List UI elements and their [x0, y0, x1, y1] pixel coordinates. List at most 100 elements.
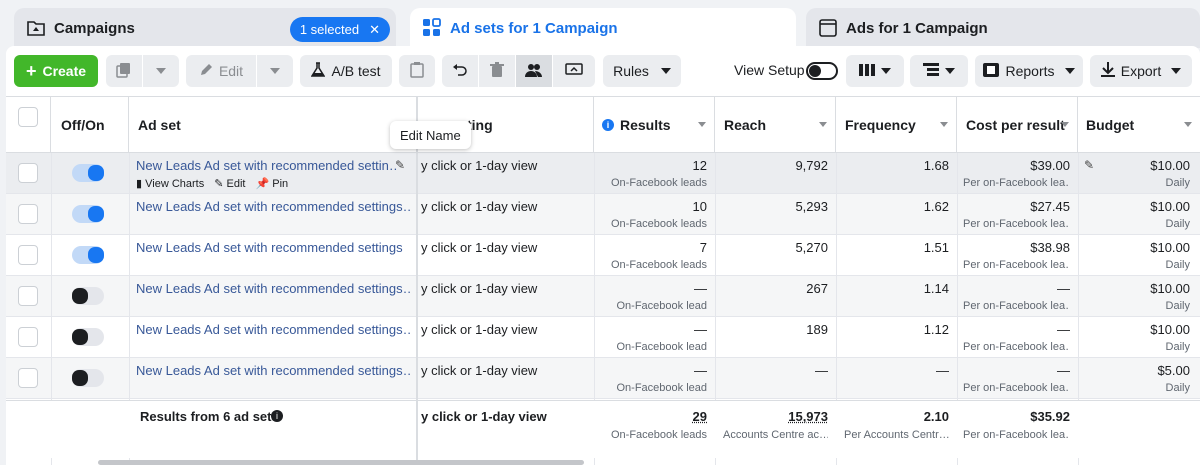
edit-link[interactable]: ✎ Edit — [214, 177, 245, 190]
select-all-checkbox[interactable] — [18, 107, 38, 127]
row-checkbox[interactable] — [18, 368, 38, 388]
adsets-panel: + Create Edit A/B test — [6, 46, 1200, 465]
close-icon[interactable]: ✕ — [369, 21, 380, 37]
table-row[interactable]: New Leads Ad set with recommended settin… — [6, 276, 1200, 317]
row-toggle[interactable] — [72, 287, 104, 305]
adset-name-link[interactable]: New Leads Ad set with recommended settin… — [136, 199, 411, 214]
adset-name-link[interactable]: New Leads Ad set with recommended settin… — [136, 158, 398, 173]
reports-button[interactable]: Reports — [975, 55, 1083, 87]
budget-sub: Daily — [1165, 177, 1190, 189]
adset-name-link[interactable]: New Leads Ad set with recommended settin… — [136, 363, 411, 378]
grid-icon — [422, 18, 442, 38]
column-attribution[interactable]: ting — [419, 97, 594, 153]
rules-label: Rules — [613, 63, 649, 79]
duplicate-dropdown[interactable] — [143, 55, 179, 87]
row-toggle[interactable] — [72, 205, 104, 223]
breakdown-button[interactable] — [910, 55, 968, 87]
budget-sub: Daily — [1165, 259, 1190, 271]
results-value: — — [694, 281, 707, 296]
row-checkbox[interactable] — [18, 327, 38, 347]
rules-button[interactable]: Rules — [603, 55, 681, 87]
view-setup-toggle[interactable] — [806, 62, 838, 80]
clipboard-button[interactable] — [399, 55, 435, 87]
pin-link[interactable]: 📌 Pin — [255, 177, 288, 190]
adset-name-link[interactable]: New Leads Ad set with recommended settin… — [136, 240, 403, 255]
ad-window-icon — [818, 18, 838, 38]
column-budget[interactable]: Budget — [1078, 97, 1200, 153]
export-button[interactable]: Export — [1090, 55, 1192, 87]
column-results[interactable]: i Results — [594, 97, 715, 153]
columns-button[interactable] — [846, 55, 904, 87]
adset-name-link[interactable]: New Leads Ad set with recommended settin… — [136, 281, 411, 296]
row-toggle[interactable] — [72, 328, 104, 346]
horizontal-scrollbar[interactable] — [98, 460, 584, 465]
edit-button[interactable]: Edit — [186, 55, 256, 87]
row-checkbox[interactable] — [18, 163, 38, 183]
column-divider — [836, 153, 837, 465]
table-row[interactable]: New Leads Ad set with recommended settin… — [6, 194, 1200, 235]
results-value: 7 — [699, 240, 707, 255]
row-toggle[interactable] — [72, 246, 104, 264]
column-adset[interactable]: Ad set — [129, 97, 419, 153]
reach-value: 189 — [806, 322, 828, 337]
preview-button[interactable] — [553, 55, 595, 87]
columns-icon — [859, 63, 875, 80]
clipboard-icon — [410, 61, 424, 81]
row-checkbox[interactable] — [18, 204, 38, 224]
bar-chart-icon: ▮ — [136, 178, 143, 190]
budget-value: $10.00 — [1150, 199, 1190, 214]
edit-budget-icon[interactable]: ✎ — [1084, 158, 1095, 172]
reach-value: 5,293 — [795, 199, 828, 214]
column-divider — [129, 153, 130, 465]
reach-value: 9,792 — [795, 158, 828, 173]
tab-ads[interactable]: Ads for 1 Campaign — [806, 8, 1200, 48]
adset-name-link[interactable]: New Leads Ad set with recommended settin… — [136, 322, 411, 337]
selected-badge-label: 1 selected — [299, 22, 360, 37]
column-budget-label: Budget — [1086, 117, 1135, 133]
column-reach[interactable]: Reach — [715, 97, 836, 153]
budget-sub: Daily — [1165, 218, 1190, 230]
table-row[interactable]: New Leads Ad set with recommended settin… — [6, 235, 1200, 276]
row-actions: ▮ View Charts ✎ Edit 📌 Pin — [136, 177, 288, 190]
column-divider — [1078, 153, 1079, 465]
budget-value: $5.00 — [1157, 363, 1190, 378]
column-divider — [51, 153, 52, 465]
tab-adsets[interactable]: Ad sets for 1 Campaign — [410, 8, 796, 48]
column-offon[interactable]: Off/On — [51, 97, 129, 153]
table-row[interactable]: New Leads Ad set with recommended settin… — [6, 153, 1200, 194]
column-results-label: Results — [620, 117, 671, 133]
budget-value: $10.00 — [1150, 281, 1190, 296]
table-row[interactable]: New Leads Ad set with recommended settin… — [6, 317, 1200, 358]
budget-sub: Daily — [1165, 300, 1190, 312]
row-checkbox[interactable] — [18, 286, 38, 306]
audience-button[interactable] — [516, 55, 552, 87]
chevron-down-icon — [945, 68, 955, 74]
toggle-knob — [72, 370, 88, 386]
row-toggle[interactable] — [72, 369, 104, 387]
undo-button[interactable] — [442, 55, 478, 87]
delete-button[interactable] — [479, 55, 515, 87]
ab-test-button[interactable]: A/B test — [300, 55, 392, 87]
ab-test-label: A/B test — [331, 63, 381, 79]
row-checkbox[interactable] — [18, 245, 38, 265]
table-row[interactable]: New Leads Ad set with recommended settin… — [6, 358, 1200, 399]
create-button-label: Create — [42, 63, 87, 79]
column-frequency[interactable]: Frequency — [836, 97, 957, 153]
sort-icon — [698, 122, 706, 127]
totals-results-sub: On-Facebook leads — [611, 429, 707, 441]
totals-row: Results from 6 ad sets i y click or 1-da… — [6, 400, 1200, 458]
chevron-down-icon — [1064, 68, 1075, 74]
reach-value: — — [815, 363, 828, 378]
column-cost[interactable]: Cost per result — [957, 97, 1078, 153]
edit-link-label: Edit — [226, 178, 246, 190]
row-toggle[interactable] — [72, 164, 104, 182]
create-button[interactable]: + Create — [14, 55, 98, 87]
view-charts-link[interactable]: ▮ View Charts — [136, 177, 204, 190]
selected-badge[interactable]: 1 selected ✕ — [289, 17, 390, 42]
duplicate-button[interactable] — [106, 55, 142, 87]
edit-dropdown[interactable] — [257, 55, 293, 87]
sort-icon — [940, 122, 948, 127]
edit-name-icon[interactable]: ✎ — [395, 158, 406, 172]
tab-campaigns[interactable]: Campaigns 1 selected ✕ — [14, 8, 396, 48]
results-sub: On-Facebook lead — [616, 341, 708, 353]
